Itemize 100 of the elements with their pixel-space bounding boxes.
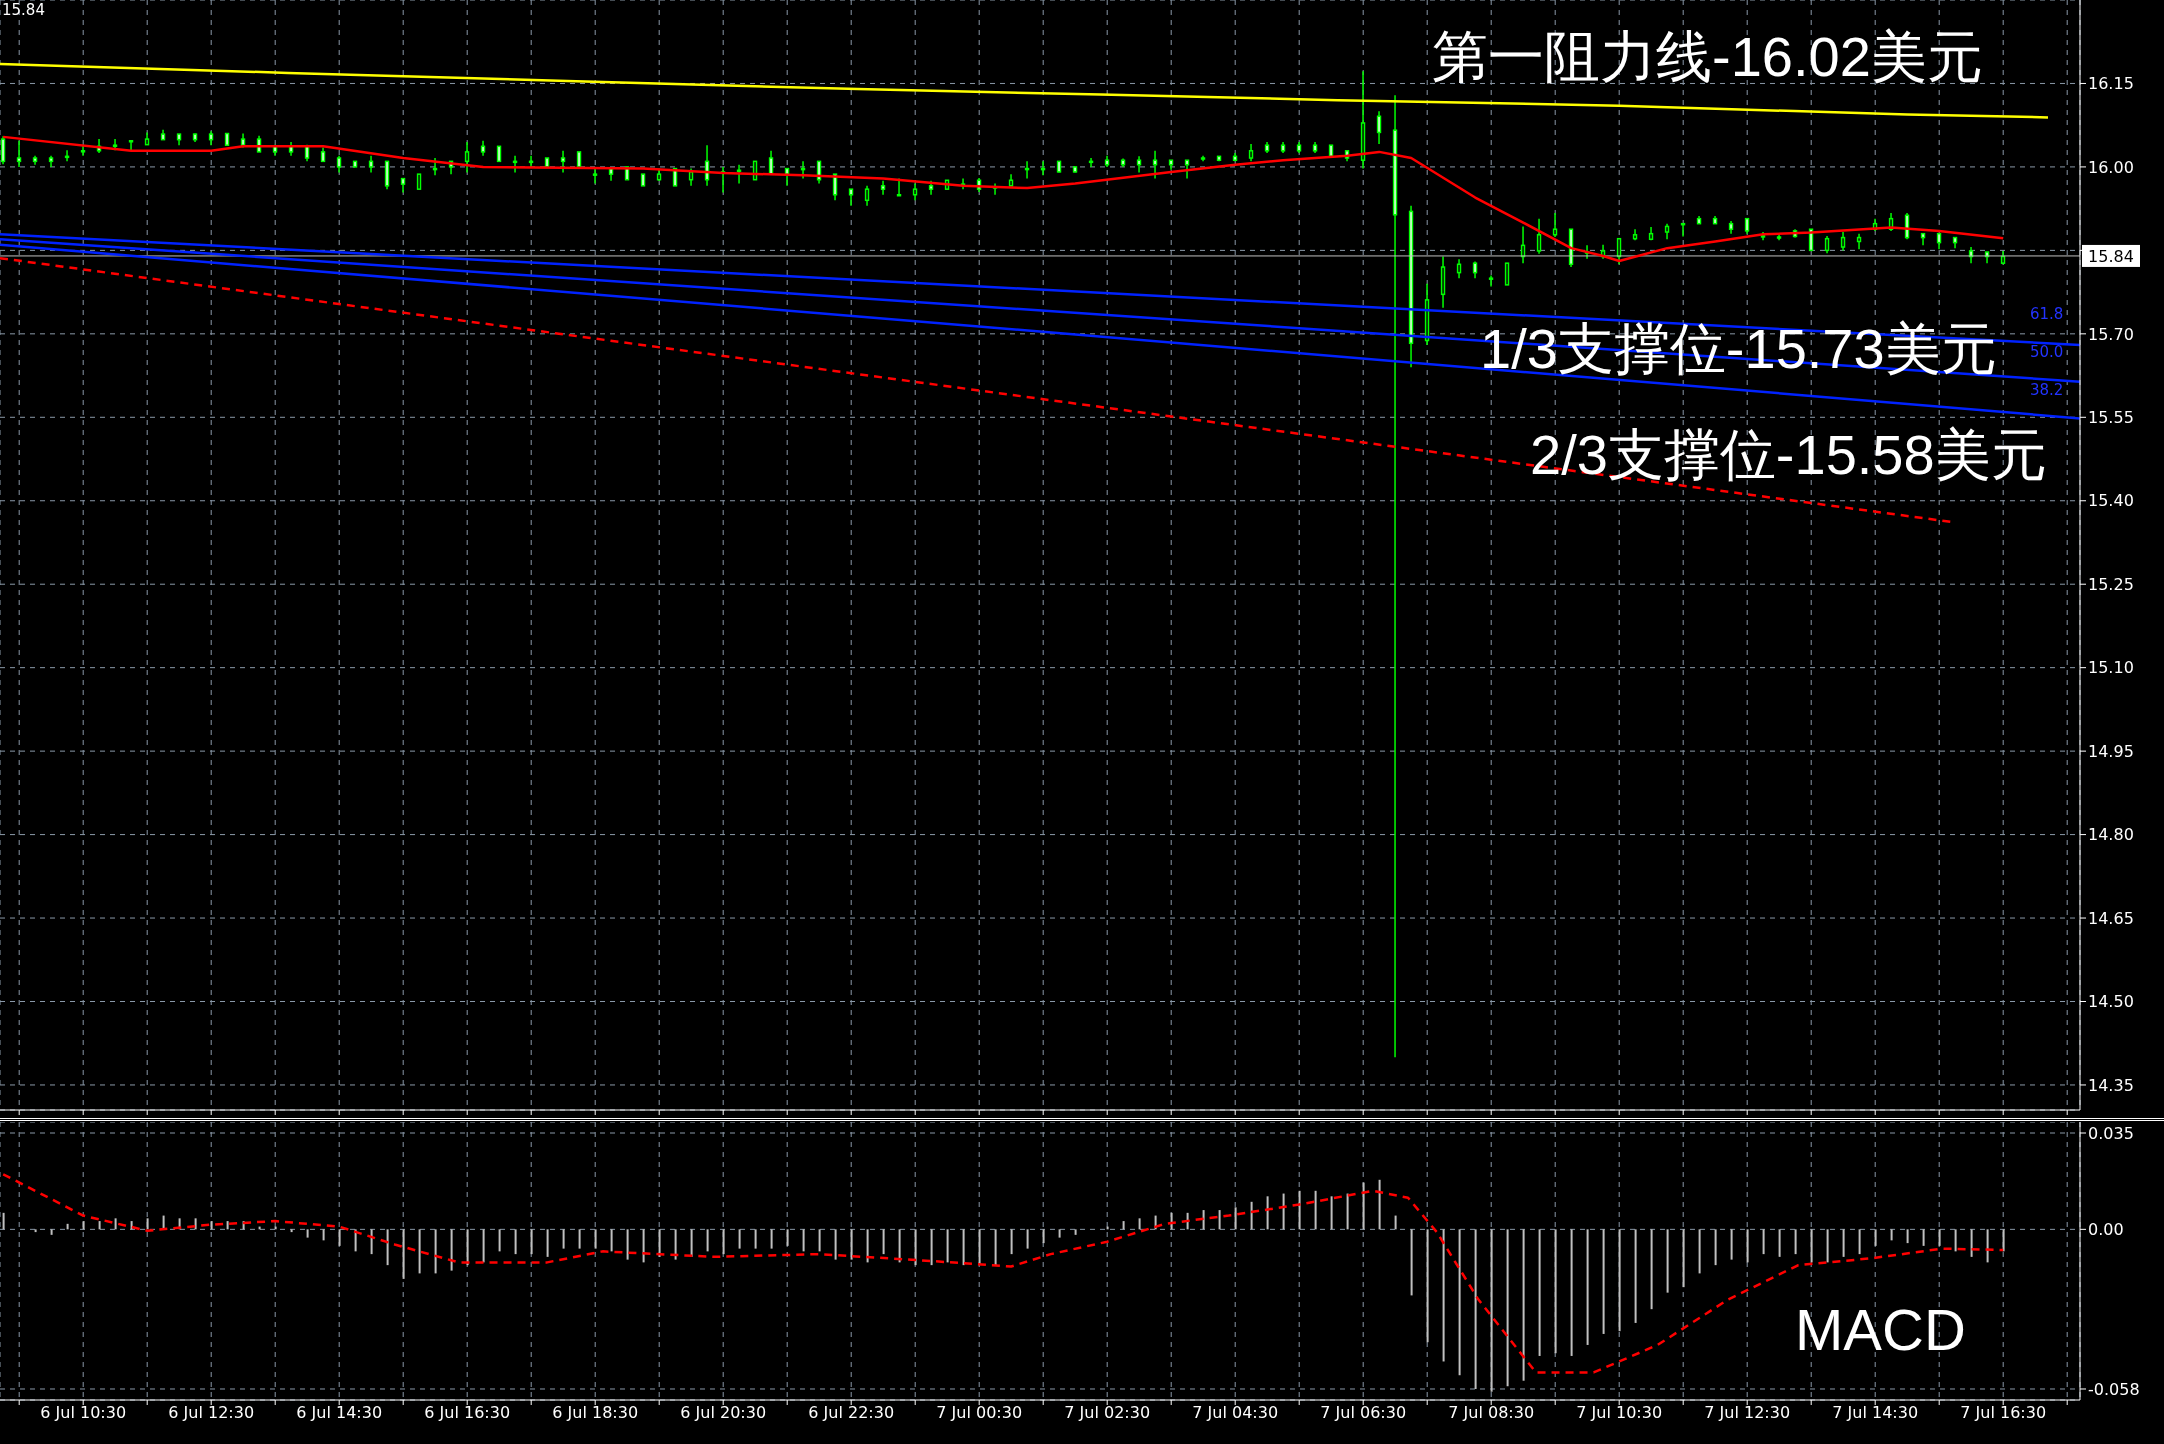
annotation: MACD	[1795, 1297, 1966, 1362]
bar	[1330, 1196, 1333, 1230]
bar	[610, 1229, 613, 1252]
bar	[1266, 1196, 1269, 1230]
bar	[290, 1229, 293, 1233]
bar	[706, 1229, 709, 1252]
bar	[1234, 1207, 1237, 1230]
bar	[1890, 1229, 1893, 1241]
bar	[1730, 1229, 1733, 1260]
bar	[1362, 1182, 1365, 1230]
bar	[1394, 1215, 1397, 1230]
bar	[978, 1229, 981, 1266]
bar	[498, 1229, 501, 1252]
bar	[1570, 1229, 1573, 1356]
bar	[306, 1229, 309, 1238]
bar	[1842, 1229, 1845, 1257]
y-tick-label: 15.25	[2088, 574, 2134, 594]
bar	[418, 1229, 421, 1274]
candlestick	[1392, 94, 1398, 1058]
candlestick	[1536, 217, 1542, 255]
bar	[82, 1221, 85, 1230]
bar	[2002, 1229, 2005, 1252]
candlestick	[1504, 262, 1510, 286]
bar	[1810, 1229, 1813, 1263]
x-tick-label: 7 Jul 00:30	[936, 1403, 1023, 1423]
candlestick	[1376, 110, 1382, 145]
bar	[354, 1229, 357, 1252]
x-tick-label: 7 Jul 14:30	[1832, 1403, 1919, 1423]
bar	[386, 1229, 389, 1266]
candlestick	[864, 185, 870, 207]
bar	[1122, 1221, 1125, 1230]
candlestick	[1488, 274, 1494, 288]
bar	[1666, 1229, 1669, 1293]
bar	[1218, 1210, 1221, 1230]
bar	[946, 1229, 949, 1263]
bar	[1314, 1190, 1317, 1230]
y-tick-label: 14.50	[2088, 992, 2134, 1012]
bar	[1954, 1229, 1957, 1252]
bar	[1042, 1229, 1045, 1244]
bar	[466, 1229, 469, 1266]
bar	[770, 1229, 773, 1249]
y-tick-label: 15.70	[2088, 324, 2134, 344]
bar	[1010, 1229, 1013, 1255]
candlestick	[16, 140, 22, 168]
bar	[338, 1229, 341, 1246]
bar	[1538, 1229, 1541, 1356]
bar	[1714, 1229, 1717, 1266]
x-tick-label: 6 Jul 14:30	[296, 1403, 383, 1423]
y-tick-label: 16.15	[2088, 74, 2134, 94]
bar	[450, 1229, 453, 1271]
bar	[1938, 1229, 1941, 1246]
bar	[850, 1229, 853, 1260]
bar	[146, 1218, 149, 1230]
y-tick-label: 14.35	[2088, 1075, 2134, 1095]
bar	[1522, 1229, 1525, 1381]
bar	[34, 1229, 37, 1233]
x-tick-label: 6 Jul 16:30	[424, 1403, 511, 1423]
candlestick	[592, 167, 598, 185]
bar	[1490, 1229, 1493, 1392]
bar	[1858, 1229, 1861, 1255]
x-tick-label: 7 Jul 06:30	[1320, 1403, 1407, 1423]
bar	[1602, 1229, 1605, 1334]
bar	[1026, 1229, 1029, 1249]
candlestick	[1840, 231, 1846, 252]
bar	[1202, 1210, 1205, 1230]
bar	[786, 1229, 789, 1246]
bar	[994, 1229, 997, 1266]
bar	[1778, 1229, 1781, 1257]
y-tick-label: -0.058	[2088, 1379, 2140, 1399]
bar	[1922, 1229, 1925, 1246]
bar	[1986, 1229, 1989, 1263]
annotation: 50.0	[2030, 343, 2064, 361]
bar	[1058, 1229, 1061, 1238]
bar	[802, 1229, 805, 1252]
bar	[98, 1221, 101, 1230]
x-tick-label: 6 Jul 20:30	[680, 1403, 767, 1423]
bar	[1650, 1229, 1653, 1310]
y-tick-label: 14.80	[2088, 825, 2134, 845]
bar	[1794, 1229, 1797, 1255]
bar	[1970, 1229, 1973, 1257]
bar	[738, 1229, 741, 1249]
x-tick-label: 7 Jul 12:30	[1704, 1403, 1791, 1423]
bar	[1474, 1229, 1477, 1389]
y-tick-label: 14.65	[2088, 908, 2134, 928]
bar	[194, 1218, 197, 1230]
x-tick-label: 6 Jul 22:30	[808, 1403, 895, 1423]
bar	[50, 1229, 53, 1235]
bar	[1682, 1229, 1685, 1288]
bar	[578, 1229, 581, 1249]
bar	[674, 1229, 677, 1260]
bar	[930, 1229, 933, 1266]
y-tick-label: 0.00	[2088, 1220, 2124, 1240]
bar	[322, 1229, 325, 1241]
y-tick-label: 15.55	[2088, 407, 2134, 427]
bar	[1410, 1229, 1413, 1296]
bar	[1506, 1229, 1509, 1387]
bar	[1442, 1229, 1445, 1362]
bar	[530, 1229, 533, 1255]
bar	[1426, 1229, 1429, 1343]
bar	[1746, 1229, 1749, 1263]
